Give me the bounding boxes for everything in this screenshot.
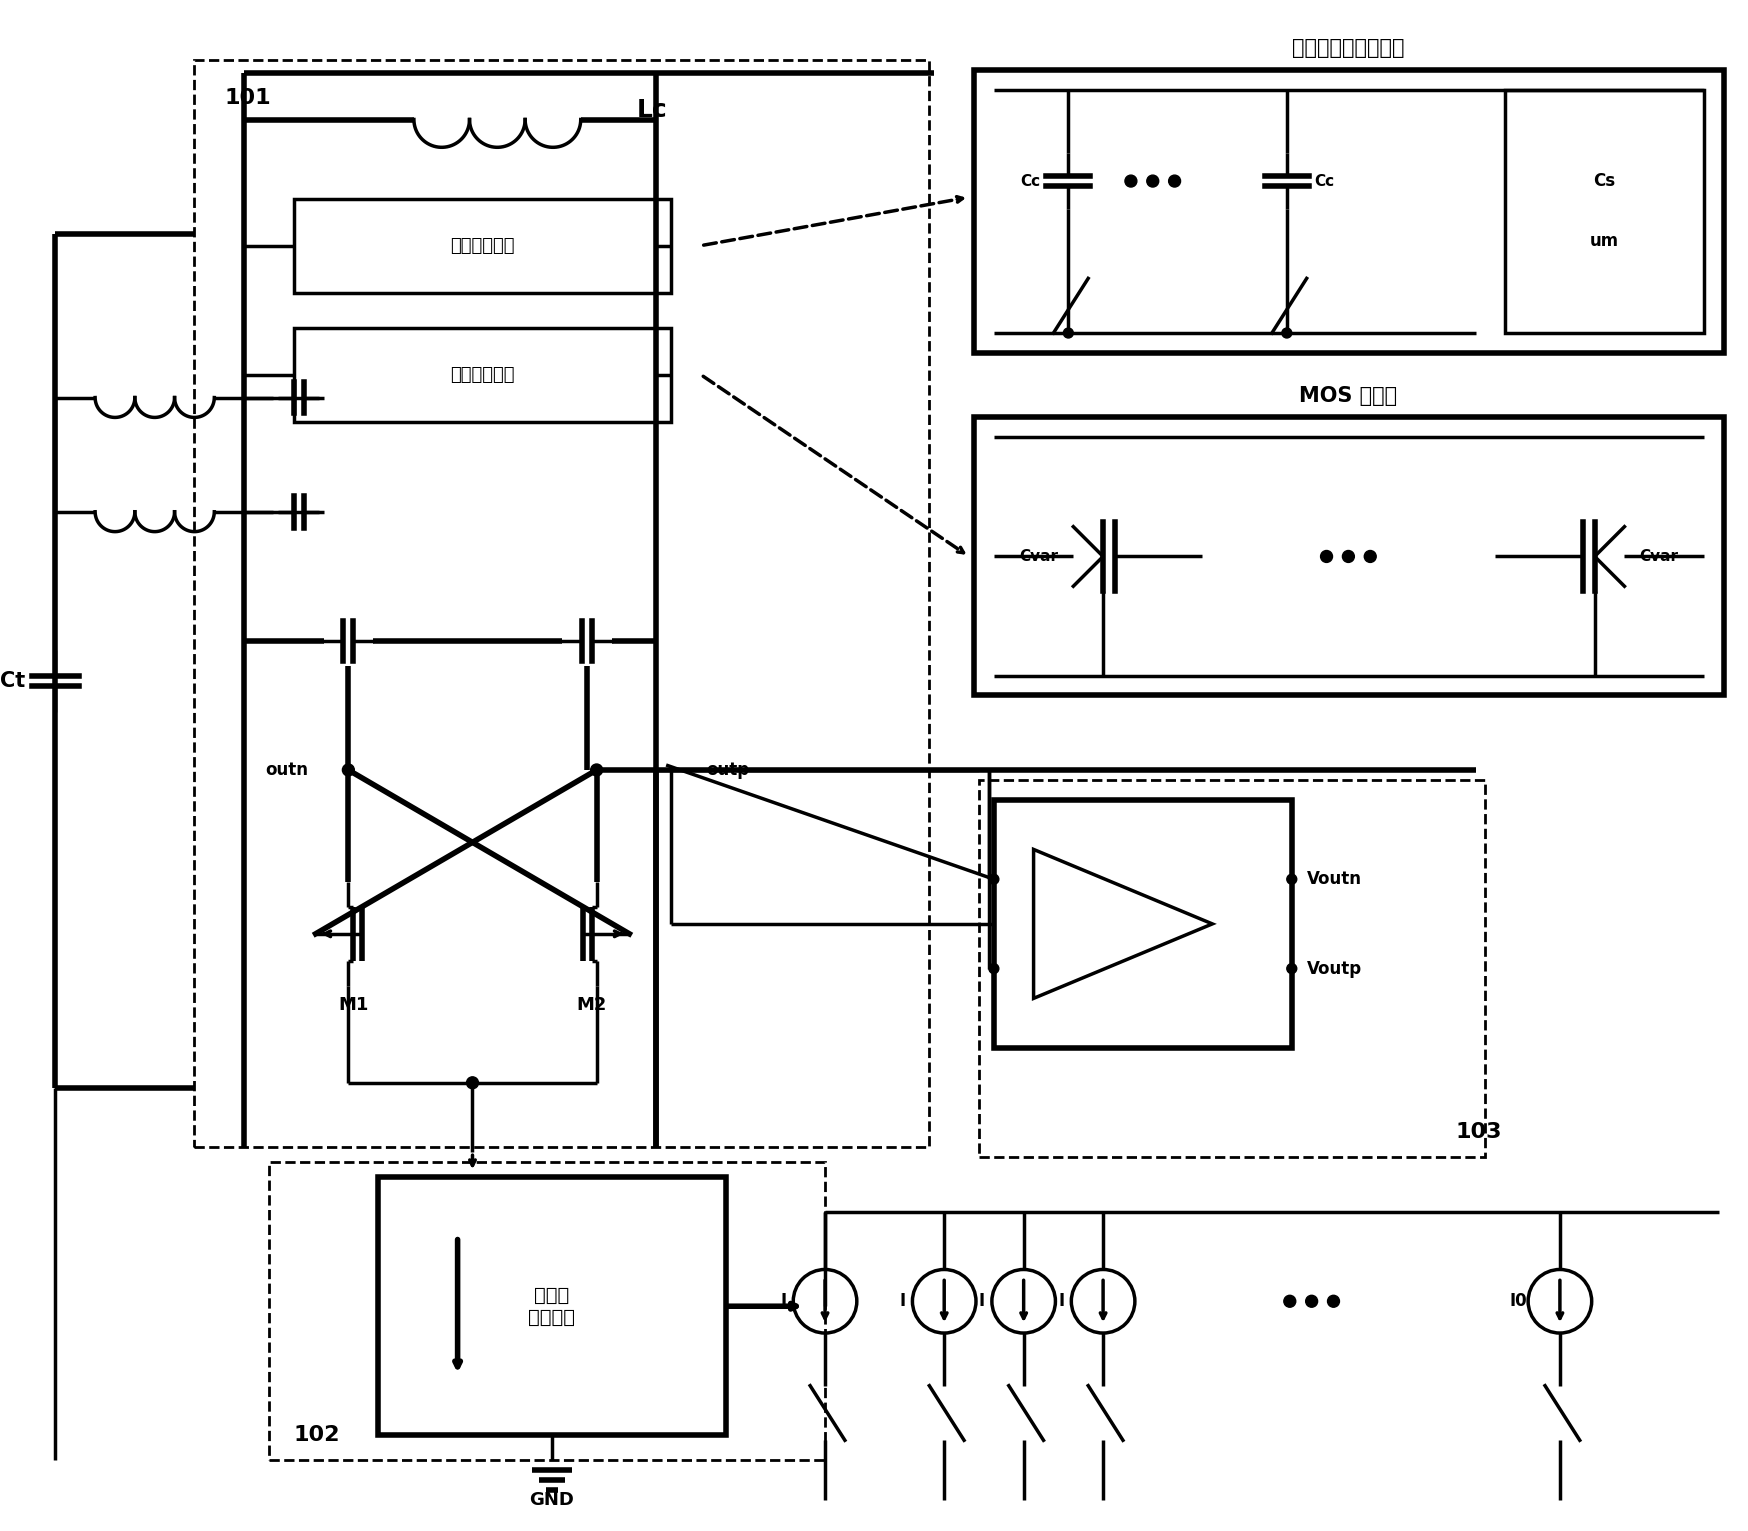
Text: 101: 101 bbox=[224, 87, 271, 107]
Circle shape bbox=[1126, 175, 1136, 187]
Circle shape bbox=[989, 874, 998, 885]
Circle shape bbox=[1281, 328, 1292, 338]
Text: 粗调电容阵列: 粗调电容阵列 bbox=[451, 237, 514, 254]
Bar bbox=[378, 1177, 725, 1436]
Text: outn: outn bbox=[266, 761, 309, 779]
Text: MOS 变容管: MOS 变容管 bbox=[1299, 386, 1397, 406]
Text: 二进制开关电容阵列: 二进制开关电容阵列 bbox=[1292, 38, 1405, 58]
Text: Cvar: Cvar bbox=[1640, 550, 1678, 563]
Circle shape bbox=[343, 764, 355, 776]
Bar bbox=[294, 199, 671, 294]
Text: I0: I0 bbox=[1509, 1292, 1528, 1311]
Circle shape bbox=[467, 1076, 479, 1089]
Text: um: um bbox=[1591, 231, 1619, 250]
Circle shape bbox=[1063, 328, 1073, 338]
Circle shape bbox=[989, 963, 998, 974]
Circle shape bbox=[1306, 1295, 1318, 1307]
Circle shape bbox=[1283, 1295, 1295, 1307]
Text: I: I bbox=[979, 1292, 986, 1311]
Text: Cvar: Cvar bbox=[1019, 550, 1058, 563]
Circle shape bbox=[1287, 963, 1297, 974]
Text: Voutn: Voutn bbox=[1308, 870, 1362, 888]
Text: Cc: Cc bbox=[1314, 173, 1335, 188]
Text: I: I bbox=[780, 1292, 787, 1311]
Text: Cs: Cs bbox=[1594, 171, 1615, 190]
Bar bbox=[194, 60, 930, 1147]
Text: M1: M1 bbox=[339, 995, 369, 1014]
Text: I: I bbox=[900, 1292, 905, 1311]
Bar bbox=[294, 328, 671, 423]
Bar bbox=[979, 779, 1486, 1157]
Bar bbox=[974, 418, 1724, 695]
Text: 细调电容阵列: 细调电容阵列 bbox=[451, 366, 514, 384]
Text: M2: M2 bbox=[577, 995, 607, 1014]
Text: outp: outp bbox=[706, 761, 748, 779]
Bar bbox=[995, 799, 1292, 1049]
Circle shape bbox=[1342, 551, 1355, 562]
Circle shape bbox=[1147, 175, 1159, 187]
Text: I: I bbox=[1058, 1292, 1065, 1311]
Bar bbox=[974, 70, 1724, 352]
Circle shape bbox=[1169, 175, 1180, 187]
Text: Ct: Ct bbox=[0, 671, 26, 690]
Text: GND: GND bbox=[530, 1491, 575, 1510]
Text: Lc: Lc bbox=[636, 98, 668, 121]
Circle shape bbox=[1327, 1295, 1339, 1307]
Text: 102: 102 bbox=[294, 1425, 341, 1445]
Text: 103: 103 bbox=[1456, 1122, 1502, 1142]
Text: Voutp: Voutp bbox=[1308, 960, 1362, 978]
Bar bbox=[1505, 90, 1704, 334]
Circle shape bbox=[1363, 551, 1376, 562]
Text: Cc: Cc bbox=[1021, 173, 1040, 188]
Circle shape bbox=[591, 764, 603, 776]
Circle shape bbox=[1287, 874, 1297, 885]
Bar bbox=[269, 1162, 825, 1461]
Circle shape bbox=[1320, 551, 1332, 562]
Text: 可编程
尾电流源: 可编程 尾电流源 bbox=[528, 1286, 575, 1327]
